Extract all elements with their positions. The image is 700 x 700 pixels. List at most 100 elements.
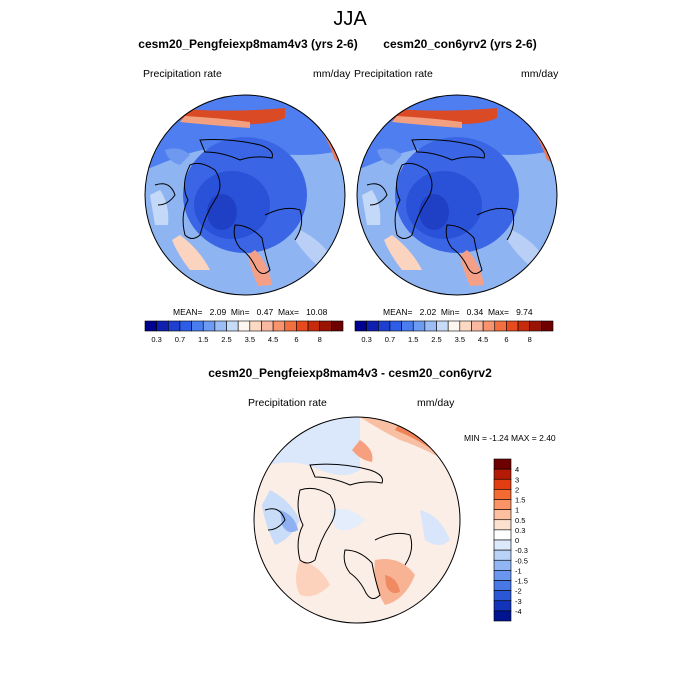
colorbar-1-box xyxy=(144,320,157,332)
colorbar-3-box xyxy=(493,600,512,612)
panel-1-variable-label: Precipitation rate xyxy=(143,68,222,80)
colorbar-3-box xyxy=(493,458,512,470)
colorbar-3-tick-label: 0 xyxy=(515,536,519,545)
colorbar-2-box xyxy=(424,320,437,332)
panel-1-max: 10.08 xyxy=(306,307,328,317)
panel-2-mean: 2.02 xyxy=(419,307,437,317)
colorbar-3-box xyxy=(493,509,512,521)
colorbar-2-box xyxy=(436,320,449,332)
panel-2-stats: MEAN= 2.02 Min= 0.34 Max= 9.74 xyxy=(383,307,533,317)
colorbar-3-box xyxy=(493,559,512,571)
colorbar-3-box xyxy=(493,549,512,561)
colorbar-panel-1: 0.3 0.7 1.5 2.5 3.5 4.5 6 8 xyxy=(144,320,344,344)
colorbar-2-box xyxy=(517,320,531,332)
colorbar-2-box xyxy=(447,320,461,332)
colorbar-3-tick-label: 0.3 xyxy=(515,526,525,535)
colorbar-1-box xyxy=(202,320,216,332)
panel-1-mean-label: MEAN= xyxy=(173,307,203,317)
colorbar-1-box xyxy=(319,320,332,332)
colorbar-2-box xyxy=(401,320,414,332)
panel-2-max: 9.74 xyxy=(516,307,533,317)
colorbar-3-tick-label: 0.5 xyxy=(515,516,525,525)
colorbar-3-box xyxy=(493,499,512,510)
colorbar-3-tick-label: -0.3 xyxy=(515,546,528,555)
polar-map-panel-2 xyxy=(356,94,558,296)
panel-2-max-label: Max= xyxy=(487,307,509,317)
colorbar-2-box xyxy=(494,320,507,332)
panel-2-variable-label: Precipitation rate xyxy=(354,68,433,80)
colorbar-3-tick-label: 4 xyxy=(515,465,519,474)
panel-3-units-label: mm/day xyxy=(417,397,455,409)
colorbar-3-tick-label: 1 xyxy=(515,506,519,515)
colorbar-3-tick-label: -0.5 xyxy=(515,556,528,565)
colorbar-2-box xyxy=(529,320,542,332)
panel-3-minmax: MIN = -1.24 MAX = 2.40 xyxy=(464,433,556,443)
colorbar-3-box xyxy=(493,580,512,591)
colorbar-1-tick-label: 1.5 xyxy=(198,335,208,344)
panel-1-title: cesm20_Pengfeiexp8mam4v3 (yrs 2-6) xyxy=(138,37,358,51)
colorbar-1-tick-label: 3.5 xyxy=(245,335,255,344)
panel-2-min-label: Min= xyxy=(440,307,460,317)
colorbar-3-tick-label: -1 xyxy=(515,566,522,575)
panel-2-mean-label: MEAN= xyxy=(383,307,413,317)
colorbar-panel-3: 432 1.510.50.30-0.3-0.5-1 -1.5-2-3-4 xyxy=(493,458,528,622)
colorbar-3-tick-label: -1.5 xyxy=(515,577,528,586)
colorbar-2-box xyxy=(482,320,496,332)
colorbar-3-box xyxy=(493,529,512,541)
panel-1-max-label: Max= xyxy=(277,307,299,317)
colorbar-3-tick-label: 3 xyxy=(515,475,519,484)
panel-1-min-label: Min= xyxy=(230,307,250,317)
colorbar-2-box xyxy=(366,320,379,332)
colorbar-2-box xyxy=(354,320,367,332)
colorbar-1-box xyxy=(272,320,286,332)
colorbar-3-tick-label: -3 xyxy=(515,597,522,606)
colorbar-3-tick-label: -2 xyxy=(515,587,522,596)
colorbar-1-box xyxy=(249,320,262,332)
colorbar-1-box xyxy=(179,320,192,332)
panel-1-units-label: mm/day xyxy=(313,68,351,80)
colorbar-3-box xyxy=(493,570,512,581)
colorbar-2-box xyxy=(412,320,426,332)
colorbar-1-tick-label: 4.5 xyxy=(268,335,278,344)
colorbar-1-tick-label: 0.7 xyxy=(175,335,185,344)
colorbar-1-box xyxy=(331,320,344,332)
colorbar-1-box xyxy=(214,320,227,332)
colorbar-2-tick-label: 6 xyxy=(504,335,508,344)
panel-2-min: 0.34 xyxy=(466,307,484,317)
colorbar-1-box xyxy=(284,320,297,332)
colorbar-1-box xyxy=(226,320,239,332)
colorbar-1-box xyxy=(167,320,181,332)
polar-map-panel-1 xyxy=(144,94,346,296)
page-title: JJA xyxy=(333,8,367,30)
colorbar-2-box xyxy=(541,320,554,332)
colorbar-1-box xyxy=(191,320,204,332)
colorbar-1-tick-label: 8 xyxy=(318,335,322,344)
colorbar-1-box xyxy=(296,320,309,332)
polar-map-panel-3 xyxy=(253,416,461,624)
panel-1-min: 0.47 xyxy=(256,307,274,317)
panel-2-units-label: mm/day xyxy=(521,68,559,80)
colorbar-3-box xyxy=(493,468,512,480)
colorbar-3-tick-label: 2 xyxy=(515,485,519,494)
colorbar-1-tick-label: 2.5 xyxy=(221,335,231,344)
panel-2-title: cesm20_con6yrv2 (yrs 2-6) xyxy=(383,37,537,51)
colorbar-1-tick-label: 0.3 xyxy=(151,335,161,344)
colorbar-2-tick-label: 2.5 xyxy=(431,335,441,344)
colorbar-2-box xyxy=(389,320,402,332)
colorbar-1-box xyxy=(237,320,251,332)
panel-3-title: cesm20_Pengfeiexp8mam4v3 - cesm20_con6yr… xyxy=(208,366,492,380)
colorbar-2-tick-label: 0.7 xyxy=(385,335,395,344)
colorbar-2-tick-label: 0.3 xyxy=(361,335,371,344)
panel-3-variable-label: Precipitation rate xyxy=(248,397,327,409)
colorbar-1-tick-label: 6 xyxy=(294,335,298,344)
colorbar-2-box xyxy=(377,320,391,332)
colorbar-2-tick-label: 4.5 xyxy=(478,335,488,344)
colorbar-3-box xyxy=(493,590,512,602)
colorbar-1-box xyxy=(307,320,321,332)
colorbar-3-box xyxy=(493,539,512,551)
colorbar-3-box xyxy=(493,489,512,500)
colorbar-2-tick-label: 3.5 xyxy=(455,335,465,344)
colorbar-3-box xyxy=(493,610,512,622)
colorbar-3-box xyxy=(493,478,512,490)
